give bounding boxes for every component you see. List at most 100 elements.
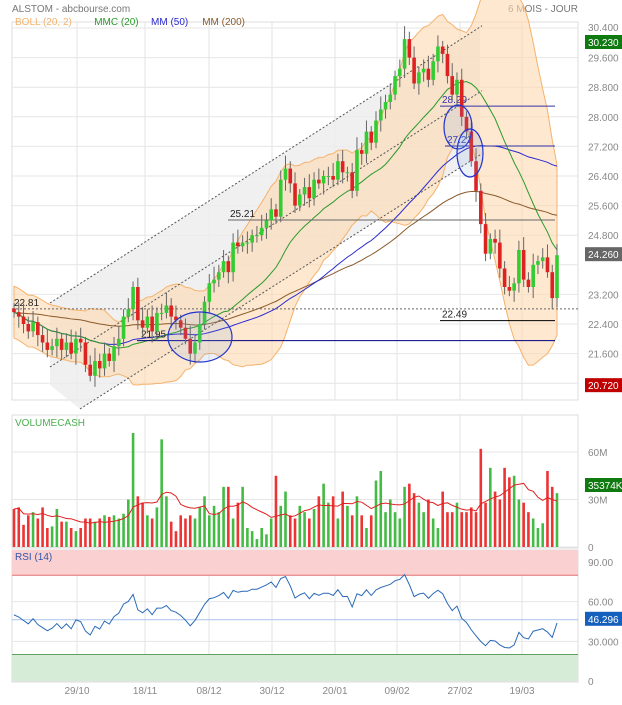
volume-bar bbox=[222, 486, 225, 547]
candle bbox=[531, 264, 535, 287]
volume-bar bbox=[522, 502, 525, 547]
volume-bar bbox=[327, 502, 330, 547]
candle bbox=[116, 338, 121, 347]
y-tick-label: 23.200 bbox=[588, 290, 619, 301]
volume-bar bbox=[231, 518, 235, 547]
volume-bar bbox=[374, 480, 378, 547]
volume-bar bbox=[103, 515, 106, 547]
volume-bar bbox=[146, 515, 149, 547]
volume-bar bbox=[365, 528, 368, 547]
candle bbox=[493, 238, 497, 243]
candle bbox=[359, 150, 364, 154]
volume-bar bbox=[60, 521, 63, 547]
rsi-last-label: 46.296 bbox=[588, 615, 619, 626]
legend-item: BOLL (20, 2) bbox=[15, 17, 72, 28]
candle bbox=[221, 261, 226, 273]
y-tick-label: 26.400 bbox=[588, 172, 619, 183]
volume-bar bbox=[212, 505, 216, 547]
candle bbox=[393, 76, 397, 95]
candle bbox=[245, 242, 250, 244]
volume-bar bbox=[36, 518, 40, 547]
candle bbox=[93, 361, 97, 376]
volume-bar bbox=[265, 534, 268, 547]
volume-bar bbox=[336, 518, 340, 547]
volume-bar bbox=[422, 512, 425, 547]
volume-bar bbox=[379, 471, 383, 547]
volume-bar bbox=[41, 507, 44, 547]
volume-bar bbox=[427, 499, 430, 547]
volume-bar bbox=[12, 509, 16, 547]
x-tick-label: 19/03 bbox=[509, 686, 534, 697]
volume-bar bbox=[50, 526, 54, 547]
x-tick-label: 29/10 bbox=[64, 686, 89, 697]
candle bbox=[45, 342, 50, 350]
period-low-label-bg bbox=[585, 378, 622, 393]
volume-last-label-bg bbox=[585, 478, 622, 492]
y-tick-label: 22.400 bbox=[588, 320, 619, 331]
volume-tick-label: 60M bbox=[588, 448, 607, 459]
x-tick-label: 18/11 bbox=[133, 686, 158, 697]
candle bbox=[469, 131, 474, 162]
volume-bar bbox=[207, 515, 211, 547]
rsi-tick-label: 30.000 bbox=[588, 637, 619, 648]
rsi-tick-label: 90.00 bbox=[588, 558, 613, 569]
candle bbox=[440, 46, 445, 54]
candle bbox=[388, 94, 393, 102]
volume-bar bbox=[346, 505, 349, 547]
volume-bar bbox=[398, 518, 402, 547]
volume-bar bbox=[384, 512, 387, 547]
candle bbox=[374, 120, 378, 143]
candle bbox=[421, 68, 426, 73]
period-label[interactable]: 6 MOIS - JOUR bbox=[508, 4, 578, 15]
candle bbox=[255, 235, 259, 237]
candle bbox=[555, 255, 559, 299]
volume-bar bbox=[107, 516, 111, 547]
volume-bar bbox=[331, 496, 335, 547]
period-high-label-bg bbox=[585, 35, 622, 49]
volume-bar bbox=[493, 491, 497, 547]
volume-bar bbox=[550, 486, 554, 547]
candle bbox=[121, 316, 126, 339]
volume-bar bbox=[260, 528, 263, 547]
candle bbox=[78, 338, 83, 343]
candle bbox=[159, 312, 164, 314]
overbought-zone bbox=[12, 550, 578, 576]
volume-bar bbox=[312, 509, 316, 547]
candle bbox=[426, 68, 431, 80]
candle bbox=[474, 161, 478, 191]
candle bbox=[540, 257, 545, 262]
candle bbox=[317, 179, 321, 184]
candle bbox=[412, 57, 416, 84]
last-price-label-bg bbox=[585, 247, 622, 262]
annotation-label: 21.95 bbox=[141, 330, 166, 341]
volume-bar bbox=[474, 512, 478, 547]
candle bbox=[83, 342, 88, 365]
candle bbox=[355, 150, 359, 191]
volume-bar bbox=[184, 518, 187, 547]
volume-bar bbox=[355, 496, 359, 547]
y-tick-label: 29.600 bbox=[588, 54, 619, 65]
candle bbox=[88, 364, 93, 376]
candle bbox=[483, 224, 488, 254]
y-tick-label: 24.800 bbox=[588, 231, 619, 242]
volume-bar bbox=[227, 486, 230, 547]
trend-channel-line bbox=[49, 25, 483, 304]
y-tick-label: 25.600 bbox=[588, 202, 619, 213]
candle bbox=[231, 242, 235, 273]
volume-bar bbox=[22, 524, 25, 547]
volume-bar bbox=[160, 439, 163, 547]
rsi-tick-label: 0 bbox=[588, 677, 594, 688]
volume-bar bbox=[141, 502, 144, 547]
candle bbox=[36, 322, 40, 336]
candle bbox=[512, 283, 516, 291]
volume-bar bbox=[155, 507, 159, 547]
candle bbox=[217, 272, 221, 280]
candle bbox=[307, 187, 312, 199]
last-price-label: 24.260 bbox=[588, 250, 619, 261]
candle bbox=[178, 320, 183, 328]
volume-bar bbox=[55, 509, 59, 547]
volume-bar bbox=[74, 531, 78, 547]
candle bbox=[240, 242, 245, 247]
volume-bar bbox=[241, 486, 244, 547]
volume-bar bbox=[65, 521, 68, 547]
